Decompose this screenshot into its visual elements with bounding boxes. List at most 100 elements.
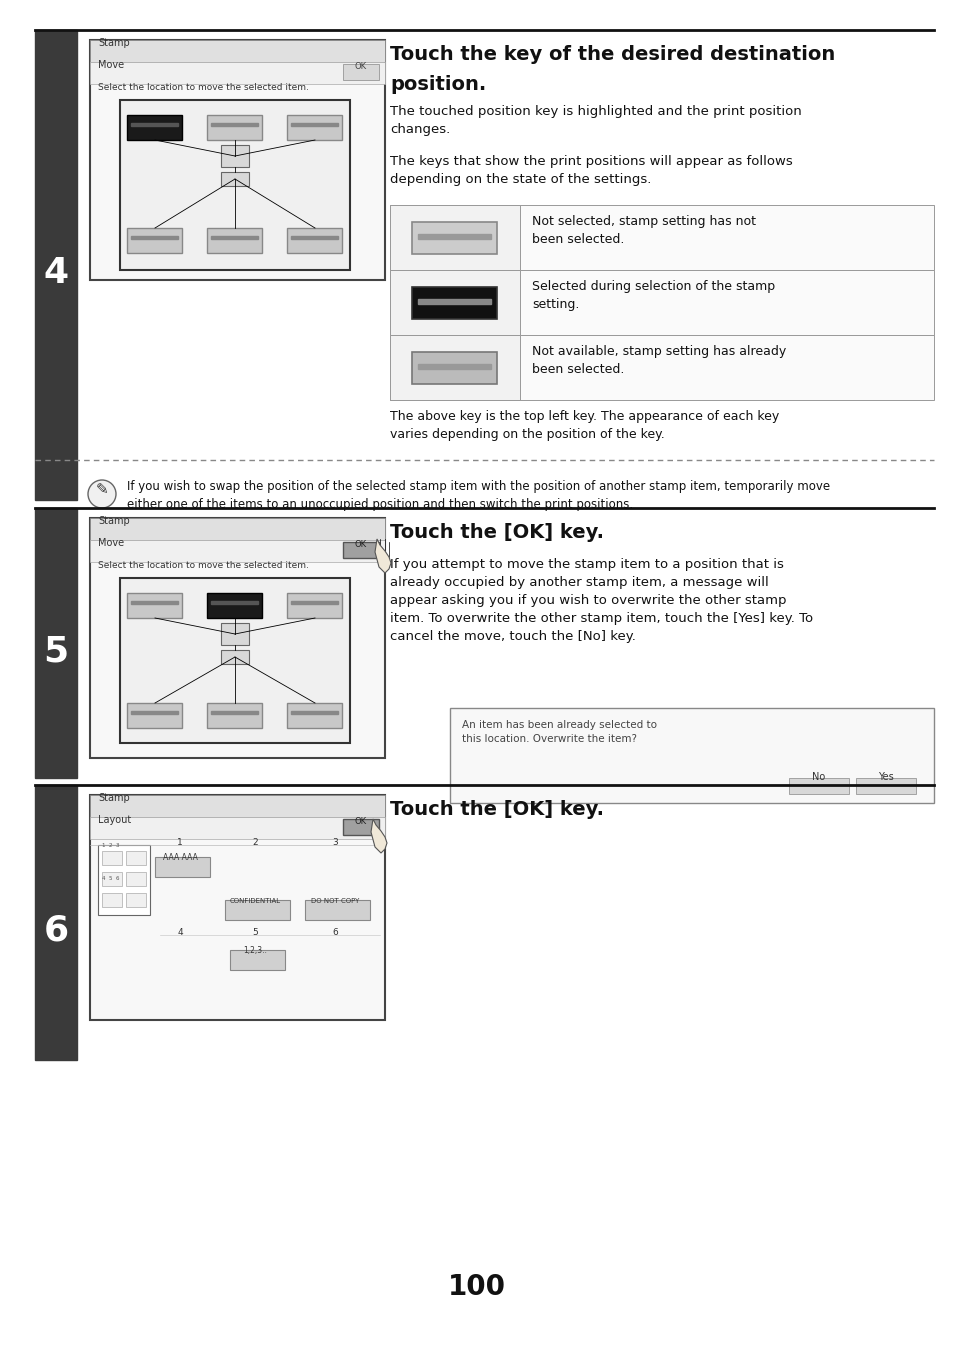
Text: 3: 3 [332,838,337,847]
Bar [90,540,385,562]
Text: The touched position key is highlighted and the print position
changes.: The touched position key is highlighted … [390,105,801,136]
Text: 5: 5 [252,928,257,938]
Bar [132,123,178,126]
Bar [120,578,350,743]
Bar [390,205,933,270]
Text: AAA AAA: AAA AAA [162,852,197,862]
Text: If you wish to swap the position of the selected stamp item with the position of: If you wish to swap the position of the … [127,480,829,511]
Bar [292,711,338,713]
Bar [90,517,385,758]
Bar [128,115,182,141]
Bar [102,851,122,865]
Bar [287,228,342,253]
Text: No: No [812,771,824,782]
Bar [90,62,385,84]
Bar [132,236,178,239]
Bar [390,270,933,335]
Text: Touch the [OK] key.: Touch the [OK] key. [390,523,603,542]
Text: Layout: Layout [98,815,132,825]
Bar [343,542,378,558]
Text: OK: OK [355,62,367,72]
Bar [390,270,519,335]
Bar [128,228,182,253]
Bar [221,650,249,663]
Bar [128,593,182,617]
Text: Stamp: Stamp [98,516,130,526]
Text: ✎: ✎ [95,482,109,497]
Bar [208,115,262,141]
Text: Select the location to move the selected item.: Select the location to move the selected… [98,561,309,570]
Polygon shape [375,539,391,573]
Bar [412,222,497,254]
Text: DO NOT COPY: DO NOT COPY [311,898,359,904]
Bar [788,778,848,794]
Text: CONFIDENTIAL: CONFIDENTIAL [230,898,280,904]
Bar [126,871,146,886]
Bar [292,236,338,239]
Bar [154,857,210,877]
Bar [390,205,519,270]
Bar [102,893,122,907]
Text: Selected during selection of the stamp
setting.: Selected during selection of the stamp s… [532,280,774,311]
Bar [225,900,290,920]
Text: Yes: Yes [877,771,893,782]
Text: Touch the key of the desired destination: Touch the key of the desired destination [390,45,835,63]
Text: 4: 4 [177,928,183,938]
Bar [132,601,178,604]
Text: 4: 4 [44,255,69,290]
Bar [98,844,150,915]
Bar [287,593,342,617]
Bar [343,819,378,835]
Text: Select the location to move the selected item.: Select the location to move the selected… [98,82,309,92]
Text: Not selected, stamp setting has not
been selected.: Not selected, stamp setting has not been… [532,215,755,246]
Text: OK: OK [355,817,367,825]
Bar [287,703,342,728]
Bar [418,363,491,369]
Text: Touch the [OK] key.: Touch the [OK] key. [390,800,603,819]
Bar [35,30,77,500]
Bar [128,703,182,728]
Bar [90,41,385,62]
Bar [90,794,385,817]
Bar [212,711,258,713]
Bar [292,601,338,604]
Bar [90,794,385,1020]
Text: 2: 2 [252,838,257,847]
Text: Stamp: Stamp [98,793,130,802]
Bar [855,778,915,794]
Bar [208,228,262,253]
Text: 1  2  3: 1 2 3 [102,843,119,848]
Text: 100: 100 [448,1273,505,1301]
Bar [221,145,249,168]
Text: 5: 5 [44,634,69,667]
Bar [221,172,249,186]
Bar [212,236,258,239]
Bar [35,785,77,1061]
Bar [418,299,491,304]
Bar [287,115,342,141]
Text: Move: Move [98,59,124,70]
Bar [412,351,497,384]
Bar [212,601,258,604]
Bar [343,63,378,80]
Bar [450,708,933,802]
Text: 6: 6 [44,913,69,947]
Bar [292,123,338,126]
Bar [221,623,249,644]
Polygon shape [371,819,387,852]
Text: Not available, stamp setting has already
been selected.: Not available, stamp setting has already… [532,345,785,376]
Bar [132,711,178,713]
Bar [102,871,122,886]
Bar [418,234,491,239]
Text: position.: position. [390,76,486,95]
Bar [126,851,146,865]
Text: OK: OK [355,540,367,549]
Bar [90,41,385,280]
Text: If you attempt to move the stamp item to a position that is
already occupied by : If you attempt to move the stamp item to… [390,558,812,643]
Text: 4  5  6: 4 5 6 [102,875,119,881]
Bar [230,950,285,970]
Bar [212,123,258,126]
Text: An item has been already selected to
this location. Overwrite the item?: An item has been already selected to thi… [461,720,657,744]
Text: 1: 1 [177,838,183,847]
Circle shape [88,480,116,508]
